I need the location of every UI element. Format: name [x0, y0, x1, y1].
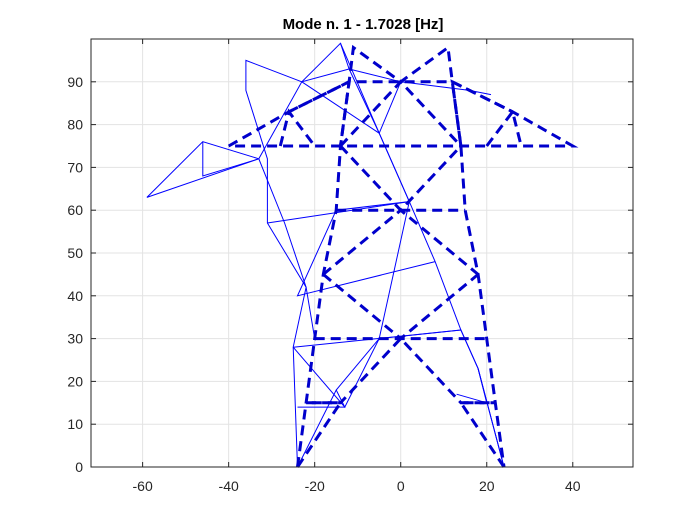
y-tick-label: 20 [67, 373, 83, 389]
y-tick-label: 80 [67, 117, 83, 133]
deformed-member-line [267, 43, 411, 224]
undeformed-member-line [450, 79, 514, 147]
x-tick-label: 20 [479, 478, 495, 494]
y-tick-label: 50 [67, 245, 83, 261]
y-tick-label: 0 [75, 459, 83, 475]
deformed-member-line [297, 389, 346, 408]
y-tick-label: 10 [67, 416, 83, 432]
deformed-member-line [301, 81, 402, 134]
y-tick-label: 90 [67, 74, 83, 90]
deformed-member-line [202, 141, 259, 177]
deformed-member-line [293, 329, 461, 348]
undeformed-member-line [227, 80, 579, 148]
deformed-structure-series [146, 42, 505, 468]
undeformed-member-line [322, 273, 480, 341]
plot-area [146, 42, 579, 468]
x-tick-label: 40 [565, 478, 581, 494]
deformed-member-line [146, 68, 350, 339]
undeformed-member-line [288, 79, 351, 147]
x-tick-label: -40 [219, 478, 239, 494]
x-tick-label: -60 [133, 478, 153, 494]
undeformed-member-line [296, 401, 344, 468]
undeformed-member-line [306, 336, 496, 405]
grid-lines [91, 39, 633, 468]
undeformed-member-line [339, 144, 462, 213]
y-tick-label: 70 [67, 159, 83, 175]
y-tick-label: 60 [67, 202, 83, 218]
x-tick-label: 0 [397, 478, 405, 494]
y-tick-label: 30 [67, 331, 83, 347]
undeformed-structure-series [227, 44, 579, 468]
chart-title: Mode n. 1 - 1.7028 [Hz] [283, 16, 444, 33]
axes: -60 -40 -20 0 20 40 0 10 20 30 40 50 60 70 80 90 [67, 38, 634, 494]
x-tick-label: -20 [305, 478, 325, 494]
undeformed-member-line [485, 108, 523, 147]
undeformed-member-line [339, 79, 462, 148]
deformed-member-line [245, 42, 350, 468]
y-tick-label: 40 [67, 288, 83, 304]
